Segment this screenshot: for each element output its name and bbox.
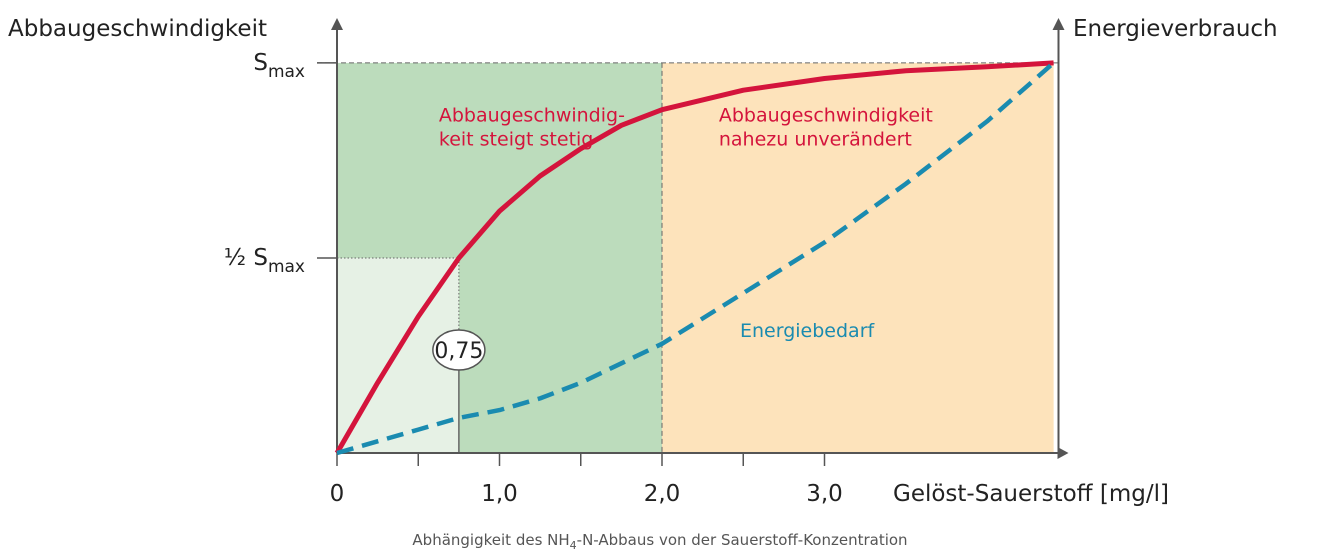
y-arrow xyxy=(331,18,343,30)
x-tick-label: 2,0 xyxy=(644,481,681,507)
y-tick-label: ½ Smax xyxy=(224,245,305,277)
caption: Abhängigkeit des NH4-N-Abbaus von der Sa… xyxy=(412,531,907,552)
y-axis-label: Abbaugeschwindigkeit xyxy=(8,16,267,42)
y-tick-label-sub: max xyxy=(268,257,305,277)
half-point-badge xyxy=(432,329,486,371)
annotation: Abbaugeschwindig- xyxy=(439,105,625,127)
x-axis-label: Gelöst-Sauerstoff [mg/l] xyxy=(893,481,1169,507)
x-arrow xyxy=(1057,447,1069,459)
caption-part: Abhängigkeit des NH xyxy=(412,531,569,549)
region xyxy=(662,62,1054,453)
caption-part: -N-Abbaus von der Sauerstoff-Konzentrati… xyxy=(577,531,908,549)
x-tick-label: 0 xyxy=(330,481,345,507)
x-tick-label: 1,0 xyxy=(481,481,518,507)
annotation: Abbaugeschwindigkeit xyxy=(719,105,933,127)
half-point-label: 0,75 xyxy=(434,339,483,364)
x-tick-label: 3,0 xyxy=(806,481,843,507)
y2-arrow xyxy=(1052,18,1065,30)
annotation: keit steigt stetig xyxy=(439,129,593,151)
series-label: Energiebedarf xyxy=(740,320,876,342)
y-tick-label-sub: max xyxy=(268,62,305,82)
y-tick-label-main: ½ S xyxy=(224,245,268,271)
y-tick-label-main: S xyxy=(253,50,268,76)
annotation: nahezu unverändert xyxy=(719,129,912,151)
series-line xyxy=(334,60,1054,455)
y2-axis-label: Energieverbrauch xyxy=(1073,16,1278,42)
series-line xyxy=(336,61,1056,456)
y-tick-label: Smax xyxy=(253,50,305,82)
caption-sub: 4 xyxy=(570,539,577,552)
